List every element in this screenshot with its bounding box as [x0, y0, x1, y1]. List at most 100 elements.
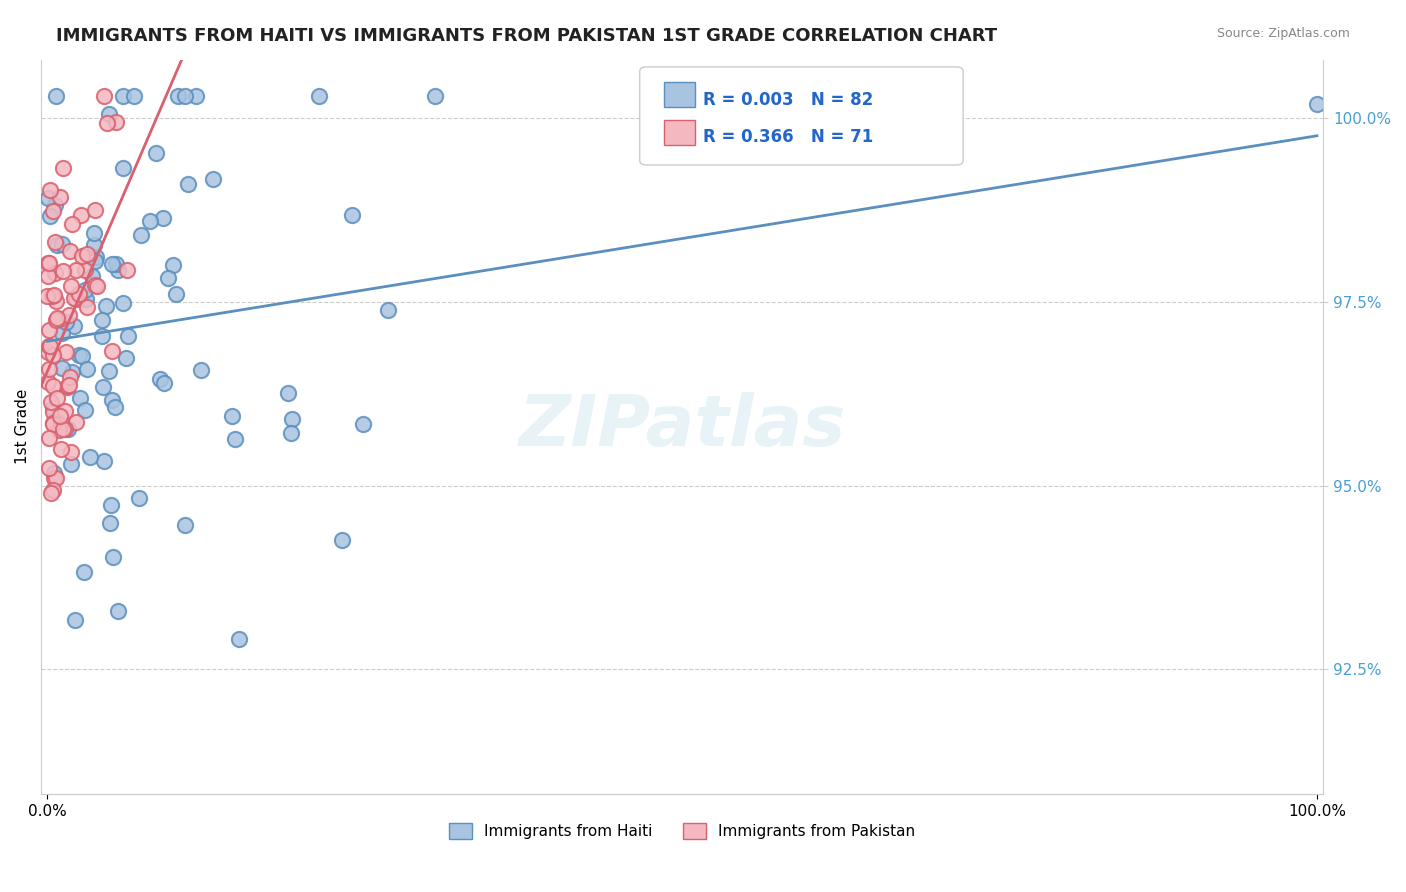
Immigrants from Haiti	[73, 402, 96, 417]
Immigrants from Pakistan	[45, 313, 67, 327]
Immigrants from Pakistan	[65, 416, 87, 430]
Immigrants from Haiti	[83, 238, 105, 252]
Immigrants from Pakistan	[58, 308, 80, 322]
Immigrants from Pakistan	[104, 115, 127, 129]
Immigrants from Pakistan	[62, 291, 84, 305]
Immigrants from Pakistan	[76, 247, 98, 261]
Immigrants from Pakistan	[67, 287, 90, 301]
Immigrants from Haiti	[76, 362, 98, 376]
Immigrants from Pakistan	[39, 183, 62, 197]
Immigrants from Haiti	[42, 401, 65, 416]
Immigrants from Pakistan	[53, 422, 76, 436]
Immigrants from Haiti	[277, 386, 299, 401]
Immigrants from Haiti	[224, 432, 246, 446]
Immigrants from Pakistan	[117, 263, 139, 277]
Immigrants from Pakistan	[38, 323, 60, 337]
Legend: Immigrants from Haiti, Immigrants from Pakistan: Immigrants from Haiti, Immigrants from P…	[443, 817, 921, 845]
Immigrants from Pakistan	[39, 394, 62, 409]
Immigrants from Pakistan	[84, 278, 107, 293]
Immigrants from Haiti	[37, 191, 59, 205]
Text: R = 0.366   N = 71: R = 0.366 N = 71	[703, 128, 873, 146]
Immigrants from Pakistan	[38, 362, 60, 376]
Immigrants from Pakistan	[41, 417, 63, 431]
Immigrants from Pakistan	[60, 445, 83, 459]
Immigrants from Haiti	[59, 457, 82, 471]
Immigrants from Pakistan	[41, 486, 63, 500]
Immigrants from Pakistan	[44, 235, 66, 250]
Immigrants from Pakistan	[56, 379, 79, 393]
Immigrants from Pakistan	[65, 292, 87, 306]
Immigrants from Pakistan	[53, 404, 76, 418]
Immigrants from Haiti	[162, 259, 184, 273]
Immigrants from Pakistan	[38, 339, 60, 353]
Immigrants from Pakistan	[41, 289, 63, 303]
Immigrants from Pakistan	[56, 380, 79, 394]
Immigrants from Haiti	[152, 211, 174, 226]
Immigrants from Haiti	[69, 391, 91, 405]
Immigrants from Haiti	[280, 425, 302, 440]
Immigrants from Haiti	[111, 89, 134, 103]
Immigrants from Haiti	[44, 198, 66, 212]
Immigrants from Haiti	[111, 296, 134, 310]
Immigrants from Haiti	[51, 236, 73, 251]
Immigrants from Haiti	[56, 422, 79, 436]
Immigrants from Pakistan	[49, 442, 72, 457]
Immigrants from Haiti	[149, 372, 172, 386]
Immigrants from Haiti	[184, 89, 207, 103]
Immigrants from Pakistan	[65, 263, 87, 277]
Immigrants from Pakistan	[100, 343, 122, 358]
Immigrants from Pakistan	[42, 203, 65, 218]
Immigrants from Pakistan	[41, 405, 63, 419]
Immigrants from Haiti	[60, 366, 83, 380]
Immigrants from Haiti	[55, 315, 77, 329]
Immigrants from Haiti	[84, 250, 107, 264]
Immigrants from Haiti	[104, 256, 127, 270]
Text: Source: ZipAtlas.com: Source: ZipAtlas.com	[1216, 27, 1350, 40]
Immigrants from Haiti	[177, 177, 200, 191]
Immigrants from Haiti	[166, 287, 188, 301]
Immigrants from Pakistan	[55, 344, 77, 359]
Immigrants from Haiti	[167, 89, 190, 103]
Immigrants from Pakistan	[42, 379, 65, 393]
Immigrants from Pakistan	[42, 416, 65, 430]
Immigrants from Haiti	[145, 146, 167, 161]
Immigrants from Haiti	[423, 89, 446, 103]
Immigrants from Pakistan	[38, 256, 60, 270]
Immigrants from Haiti	[280, 412, 302, 426]
Immigrants from Pakistan	[84, 202, 107, 217]
Immigrants from Haiti	[115, 351, 138, 366]
Immigrants from Haiti	[103, 550, 125, 565]
Immigrants from Haiti	[117, 329, 139, 343]
Immigrants from Pakistan	[37, 375, 59, 389]
Immigrants from Haiti	[91, 380, 114, 394]
Immigrants from Pakistan	[37, 256, 59, 270]
Immigrants from Haiti	[100, 393, 122, 408]
Immigrants from Haiti	[97, 107, 120, 121]
Immigrants from Pakistan	[38, 431, 60, 445]
Immigrants from Pakistan	[45, 470, 67, 484]
Immigrants from Pakistan	[60, 218, 83, 232]
Immigrants from Haiti	[122, 89, 145, 103]
Immigrants from Haiti	[330, 533, 353, 547]
Immigrants from Haiti	[51, 361, 73, 376]
Immigrants from Pakistan	[73, 263, 96, 277]
Immigrants from Haiti	[75, 292, 97, 306]
Immigrants from Haiti	[228, 632, 250, 647]
Immigrants from Pakistan	[52, 264, 75, 278]
Immigrants from Haiti	[46, 238, 69, 252]
Immigrants from Pakistan	[69, 208, 91, 222]
Immigrants from Haiti	[44, 89, 66, 103]
Immigrants from Haiti	[67, 348, 90, 362]
Immigrants from Pakistan	[39, 339, 62, 353]
Immigrants from Pakistan	[52, 422, 75, 436]
Immigrants from Pakistan	[42, 348, 65, 362]
Immigrants from Pakistan	[48, 311, 70, 326]
Immigrants from Haiti	[100, 498, 122, 512]
Immigrants from Haiti	[173, 89, 195, 103]
Immigrants from Pakistan	[93, 89, 115, 103]
Immigrants from Haiti	[104, 400, 127, 414]
Immigrants from Haiti	[63, 613, 86, 627]
Immigrants from Haiti	[174, 517, 197, 532]
Immigrants from Haiti	[90, 329, 112, 343]
Immigrants from Haiti	[153, 376, 176, 390]
